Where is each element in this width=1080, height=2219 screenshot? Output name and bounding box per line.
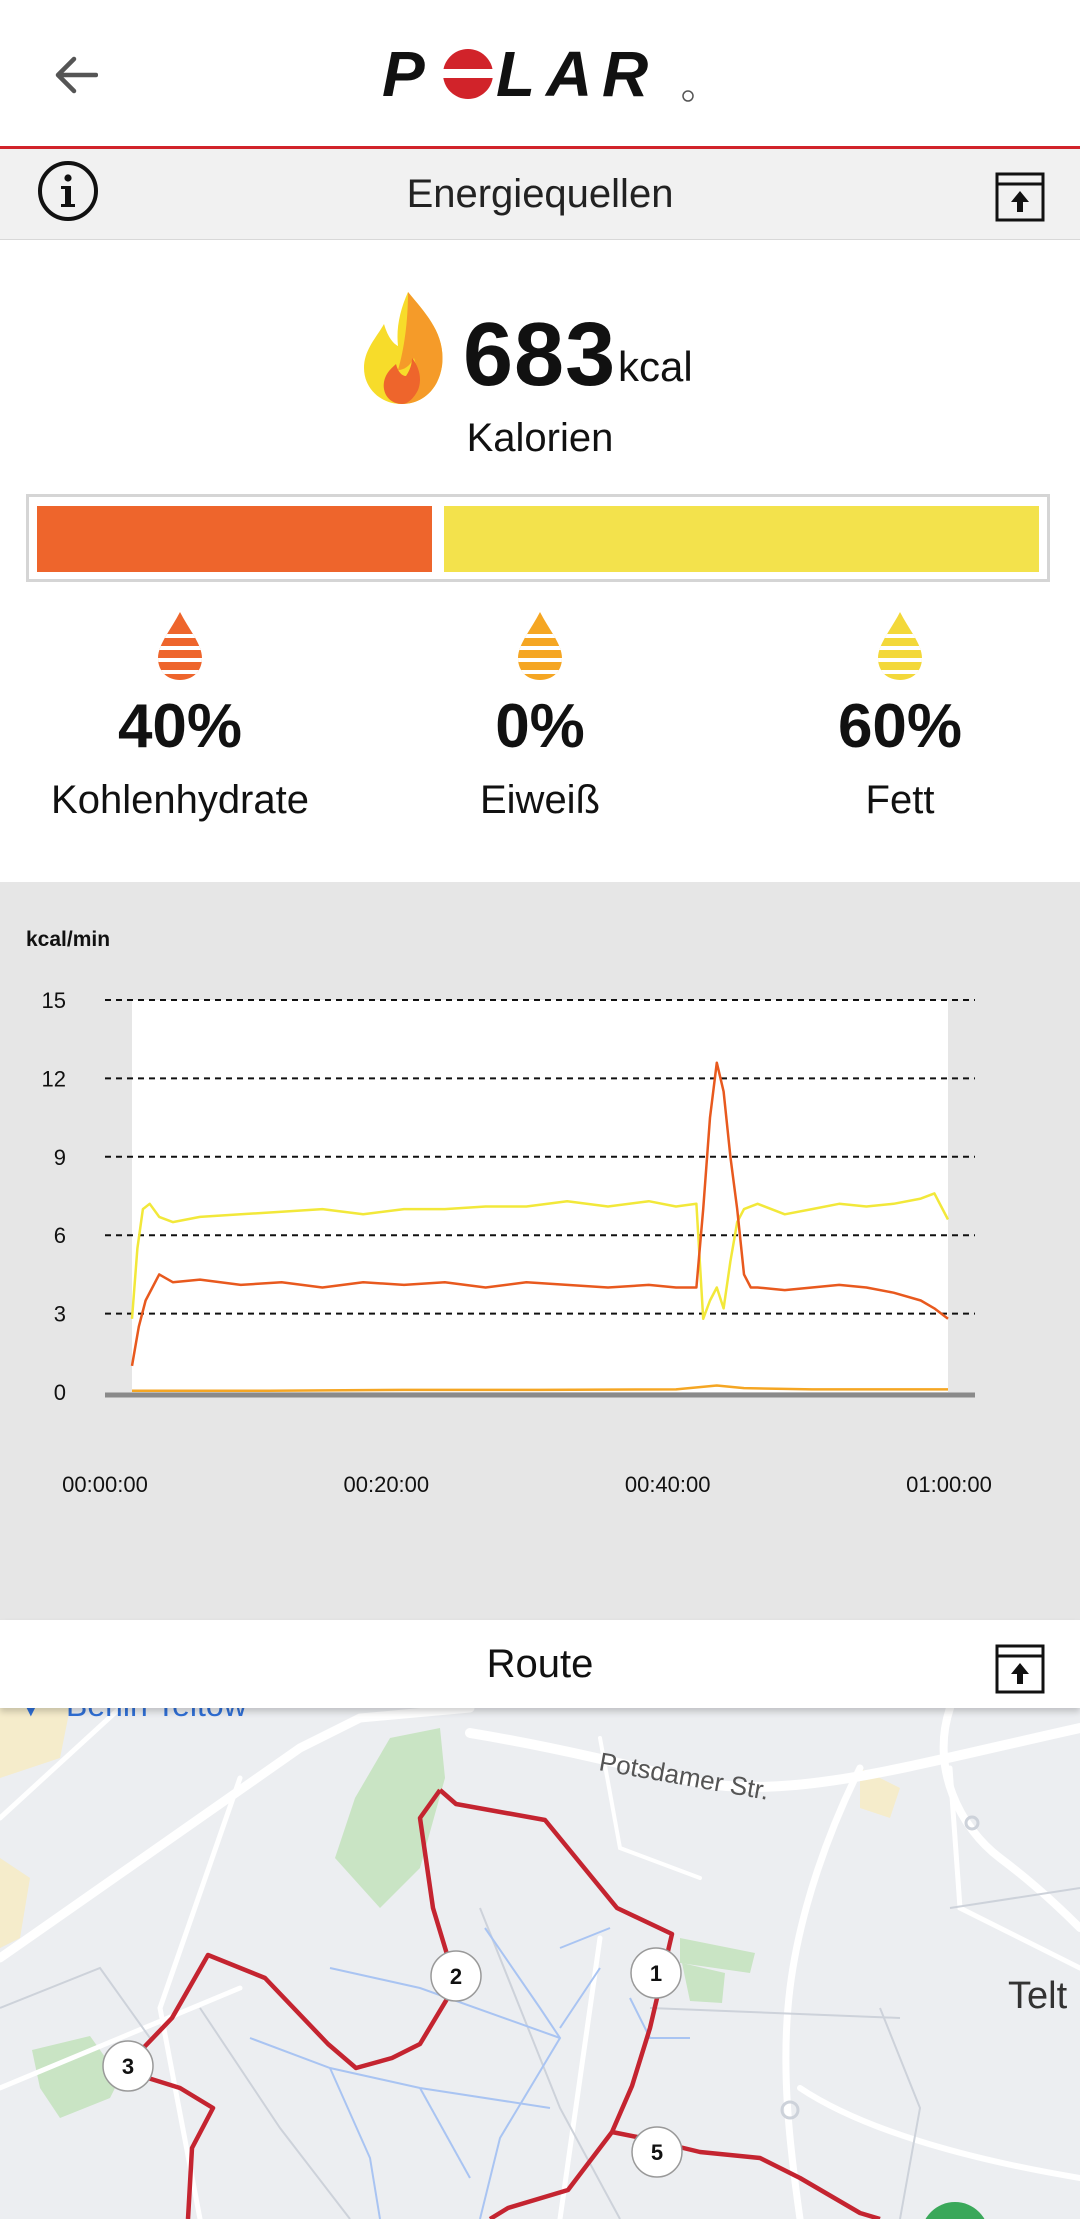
source-carbs: 40% Kohlenhydrate — [0, 610, 360, 822]
calories-unit: kcal — [618, 343, 693, 390]
energy-chart: 0 3 6 9 12 15 00:00:00 00:20:00 00:40:00 01:00:00 — [42, 988, 992, 1497]
svg-text:A: A — [544, 38, 592, 108]
app-header: P L A R — [0, 0, 1080, 149]
y-tick-label: 9 — [54, 1145, 66, 1170]
y-tick-label: 3 — [54, 1302, 66, 1327]
lap-marker-2[interactable]: 2 — [430, 1950, 482, 2002]
lap-marker-5[interactable]: 5 — [631, 2126, 683, 2178]
flame-icon — [364, 292, 443, 404]
y-tick-label: 12 — [42, 1066, 66, 1091]
fat-segment — [444, 506, 1039, 572]
protein-percent: 0% — [495, 692, 585, 761]
map-canvas: 1 2 3 5 Potsdamer Str. Telt ▼ Berlin Tel… — [0, 1708, 1080, 2219]
route-map[interactable]: 1 2 3 5 Potsdamer Str. Telt ▼ Berlin Tel… — [0, 1708, 1080, 2219]
series-line-2 — [132, 1384, 948, 1392]
arrow-left-icon — [55, 56, 98, 94]
fat-drop-icon — [878, 612, 922, 680]
series-line-1 — [130, 1061, 949, 1367]
route-bar: Route — [0, 1620, 1080, 1708]
svg-text:L: L — [496, 38, 535, 108]
export-icon — [995, 172, 1045, 222]
fat-percent: 60% — [837, 692, 963, 761]
svg-text:▼: ▼ — [16, 1708, 46, 1723]
info-button[interactable] — [36, 159, 100, 223]
source-protein: 0% Eiweiß — [360, 610, 720, 822]
info-icon — [38, 161, 98, 221]
end-marker — [925, 2202, 985, 2219]
x-tick-label: 01:00:00 — [906, 1472, 992, 1497]
chart-y-axis-label: kcal/min — [26, 928, 111, 951]
calories-label: Kalorien — [466, 416, 614, 460]
export-icon — [995, 1644, 1045, 1694]
polar-logo: P L A R — [382, 38, 694, 108]
plot-area — [132, 1000, 948, 1392]
energy-split-bar — [26, 494, 1050, 582]
carbs-label: Kohlenhydrate — [51, 778, 309, 822]
section-bar: Energiequellen — [0, 149, 1080, 240]
export-button[interactable] — [994, 171, 1046, 223]
section-title: Energiequellen — [406, 172, 674, 216]
y-tick-label: 6 — [54, 1223, 66, 1248]
series-line-0 — [130, 1192, 950, 1321]
protein-label: Eiweiß — [479, 778, 601, 822]
route-title: Route — [486, 1642, 594, 1686]
svg-text:P: P — [382, 38, 425, 108]
lap-marker-1[interactable]: 1 — [630, 1947, 682, 1999]
svg-text:Berlin Teltow: Berlin Teltow — [66, 1708, 248, 1723]
x-tick-label: 00:40:00 — [625, 1472, 711, 1497]
svg-text:2: 2 — [450, 1964, 462, 1989]
protein-drop-icon — [518, 612, 562, 680]
x-tick-label: 00:20:00 — [344, 1472, 430, 1497]
svg-text:R: R — [602, 38, 648, 108]
y-tick-label: 15 — [42, 988, 66, 1013]
y-tick-label: 0 — [54, 1380, 66, 1405]
source-fat: 60% Fett — [720, 610, 1080, 822]
back-button[interactable] — [40, 40, 110, 110]
x-tick-label: 00:00:00 — [62, 1472, 148, 1497]
calories-value: 683 — [463, 305, 617, 405]
carbs-percent: 40% — [117, 692, 243, 761]
lap-marker-3[interactable]: 3 — [102, 2040, 154, 2092]
svg-text:1: 1 — [650, 1961, 662, 1986]
place-label[interactable]: ▼ Berlin Teltow — [16, 1708, 248, 1723]
svg-text:3: 3 — [122, 2054, 134, 2079]
fat-label: Fett — [865, 778, 935, 822]
carbs-segment — [37, 506, 432, 572]
route-export-button[interactable] — [994, 1643, 1046, 1695]
svg-text:5: 5 — [651, 2140, 663, 2165]
town-label: Telt — [1008, 1975, 1068, 2017]
calories-summary: 683 kcal Kalorien — [0, 280, 1080, 470]
carbs-drop-icon — [158, 612, 202, 680]
